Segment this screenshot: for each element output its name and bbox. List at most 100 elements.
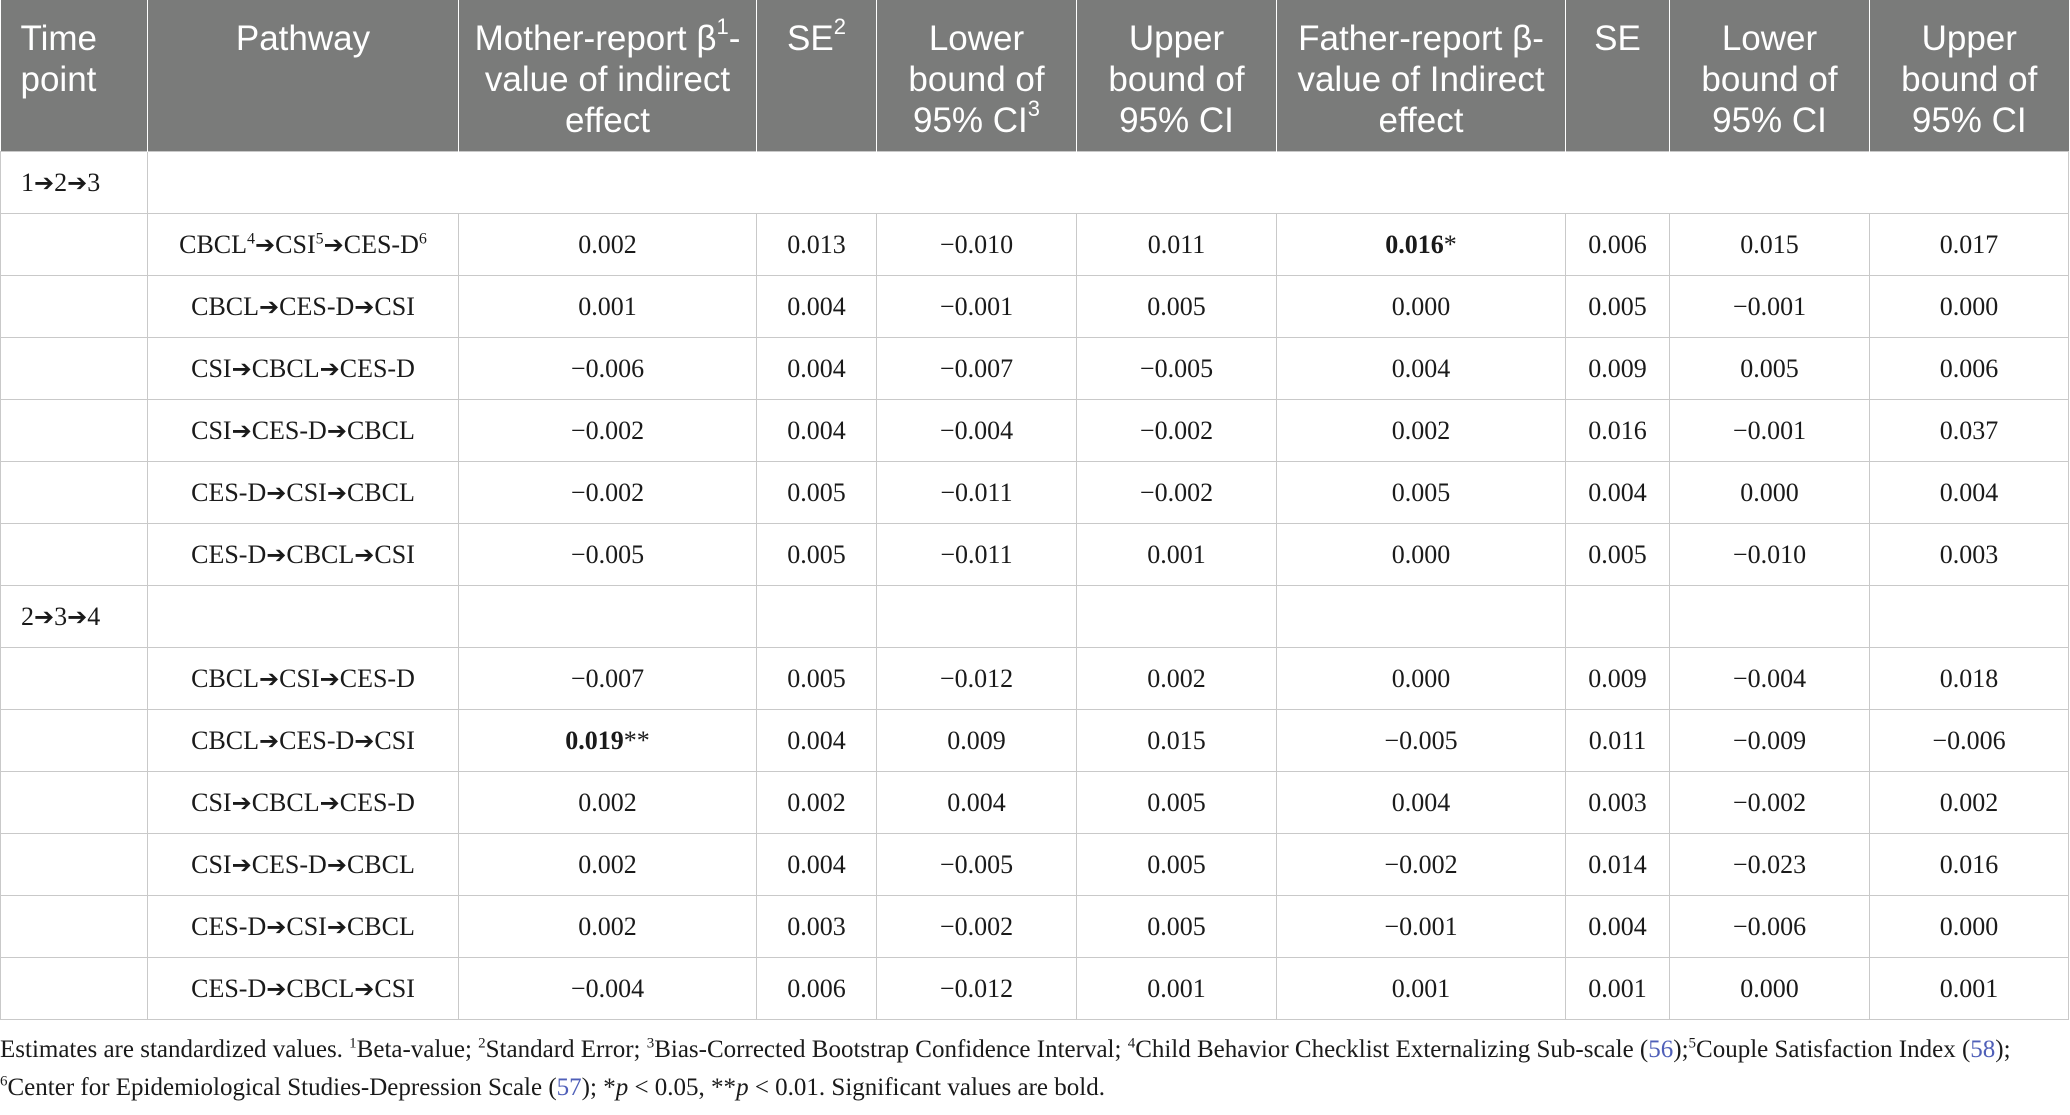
cell-value: 0.004: [1391, 787, 1451, 817]
upper-father-cell: 0.003: [1869, 523, 2069, 586]
cell-value: −0.005: [939, 849, 1014, 879]
table-row: CSI➔CES-D➔CBCL 0.002 0.004 −0.005 0.005 −0.00…: [0, 833, 2069, 896]
cell-value: −0.010: [939, 229, 1014, 259]
fn-t7: < 0.05, **: [628, 1074, 737, 1101]
father-beta-cell: 0.000: [1276, 275, 1566, 338]
lower-mother-cell: −0.001: [876, 275, 1077, 338]
lower-mother-cell: 0.009: [876, 709, 1077, 772]
upper-father-cell: 0.002: [1869, 771, 2069, 834]
arrow-glyph: ➔: [354, 540, 375, 569]
time-point-empty-cell: [0, 833, 148, 896]
cell-value: −0.002: [570, 415, 645, 445]
cell-value: 0.005: [1147, 849, 1206, 879]
mother-beta-cell: −0.006: [458, 337, 757, 400]
cell-value: 0.009: [1588, 663, 1647, 693]
lower-father-cell: −0.001: [1669, 399, 1870, 462]
upper-father-cell: 0.037: [1869, 399, 2069, 462]
cell-value: 0.000: [1391, 291, 1451, 321]
se-father-cell: 0.016: [1565, 399, 1670, 462]
upper-father-cell: 0.017: [1869, 213, 2069, 276]
cell-value: 0.000: [1740, 973, 1799, 1003]
arrow-glyph: ➔: [266, 478, 287, 507]
pathway-cell: CBCL➔CES-D➔CSI: [147, 709, 459, 772]
time-point-empty-cell: [0, 709, 148, 772]
arrow-glyph: ➔: [326, 478, 347, 507]
header-mother-beta: Mother-report β1-value of indirect effec…: [458, 0, 757, 152]
pathway-cell: CSI➔CBCL➔CES-D: [147, 337, 459, 400]
header-lower-mother-text: Lower bound of 95% CI: [908, 19, 1045, 140]
group-spacer-cell: [147, 151, 2069, 214]
cell-value: 0.006: [787, 973, 846, 1003]
fn-t1: Beta-value;: [356, 1036, 479, 1063]
empty-cell: [1869, 585, 2069, 648]
arrow-glyph: ➔: [255, 230, 276, 259]
se-father-cell: 0.009: [1565, 647, 1670, 710]
cell-value: −0.011: [940, 477, 1013, 507]
mother-beta-cell: −0.005: [458, 523, 757, 586]
se-father-cell: 0.004: [1565, 461, 1670, 524]
cell-value: 0.004: [787, 725, 846, 755]
time-point-empty-cell: [0, 275, 148, 338]
father-beta-cell: 0.005: [1276, 461, 1566, 524]
mother-beta-cell: −0.002: [458, 399, 757, 462]
cell-value: 0.004: [787, 849, 846, 879]
cell-value: 0.003: [787, 911, 846, 941]
time-point-empty-cell: [0, 957, 148, 1020]
cell-value: −0.002: [1384, 849, 1458, 879]
cell-value: −0.002: [1732, 787, 1807, 817]
lower-mother-cell: −0.012: [876, 647, 1077, 710]
cell-value: 0.003: [1588, 787, 1647, 817]
upper-mother-cell: 0.015: [1076, 709, 1277, 772]
upper-mother-cell: 0.005: [1076, 771, 1277, 834]
arrow-glyph: ➔: [354, 974, 375, 1003]
time-point-empty-cell: [0, 399, 148, 462]
lower-father-cell: −0.023: [1669, 833, 1870, 896]
header-time-point: Time point: [0, 0, 148, 152]
arrow-glyph: ➔: [354, 292, 375, 321]
pathway-cell: CES-D➔CSI➔CBCL: [147, 461, 459, 524]
ref-58-link[interactable]: 58: [1970, 1036, 1996, 1063]
ref-56-link[interactable]: 56: [1648, 1036, 1674, 1063]
arrow-glyph: ➔: [323, 230, 344, 259]
pathway-label: CES-D➔CSI➔CBCL: [191, 477, 415, 507]
upper-mother-cell: 0.011: [1076, 213, 1277, 276]
cell-value: −0.007: [570, 663, 645, 693]
mother-beta-cell: 0.002: [458, 833, 757, 896]
cell-value: 0.002: [1147, 663, 1206, 693]
fn-n4: 4: [1127, 1035, 1136, 1052]
empty-cell: [876, 585, 1077, 648]
cell-value: 0.005: [1588, 291, 1647, 321]
cell-value: 0.000: [1740, 477, 1799, 507]
fn-t4b: );: [1673, 1036, 1689, 1063]
group-row: 1➔2➔3: [0, 151, 2069, 214]
mother-beta-cell: 0.002: [458, 895, 757, 958]
cell-value: 0.004: [1939, 477, 1999, 507]
cell-value: −0.006: [1932, 725, 2006, 755]
table-row: CSI➔CES-D➔CBCL −0.002 0.004 −0.004 −0.002 0.0…: [0, 399, 2069, 462]
arrow-glyph: ➔: [326, 416, 347, 445]
mother-beta-cell: 0.019**: [458, 709, 757, 772]
se-mother-cell: 0.004: [756, 399, 877, 462]
se-father-cell: 0.005: [1565, 523, 1670, 586]
header-lower-father: Lower bound of 95% CI: [1669, 0, 1870, 152]
cell-value: 0.004: [1588, 477, 1647, 507]
arrow-glyph: ➔: [319, 354, 340, 383]
time-point-label: 1➔2➔3: [21, 167, 101, 197]
ref-57-link[interactable]: 57: [556, 1074, 582, 1101]
table-row: CBCL➔CSI➔CES-D −0.007 0.005 −0.012 0.002 0.00…: [0, 647, 2069, 710]
cell-value: 0.000: [1939, 291, 1999, 321]
se-mother-cell: 0.003: [756, 895, 877, 958]
fn-p1: p: [615, 1074, 629, 1101]
header-se-father: SE: [1565, 0, 1670, 152]
cell-value: 0.004: [787, 415, 846, 445]
pathway-cell: CSI➔CBCL➔CES-D: [147, 771, 459, 834]
table-row: CES-D➔CBCL➔CSI −0.005 0.005 −0.011 0.001 0.00…: [0, 523, 2069, 586]
arrow-glyph: ➔: [266, 974, 287, 1003]
cell-value: −0.005: [1139, 353, 1214, 383]
empty-cell: [1276, 585, 1566, 648]
arrow-glyph: ➔: [319, 788, 340, 817]
lower-mother-cell: −0.011: [876, 523, 1077, 586]
fn-n6: 6: [0, 1073, 8, 1090]
pathway-label: CSI➔CBCL➔CES-D: [191, 353, 415, 383]
cell-value: −0.002: [570, 477, 645, 507]
